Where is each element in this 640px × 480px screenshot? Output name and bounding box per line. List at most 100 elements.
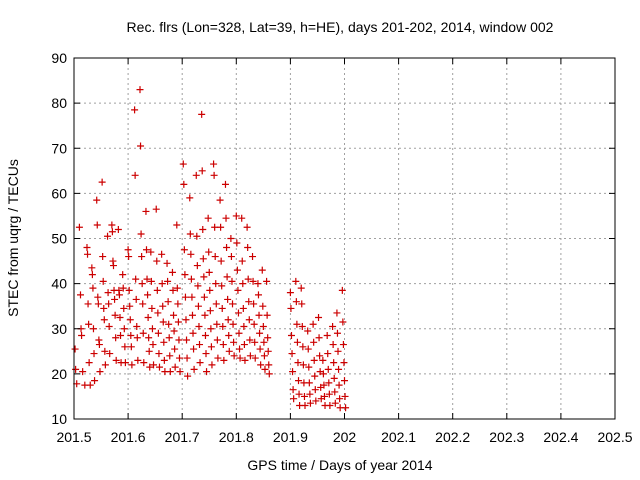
data-point	[183, 354, 191, 362]
x-tick-label: 202.3	[489, 429, 524, 445]
data-point	[171, 345, 179, 353]
data-point	[240, 341, 248, 349]
data-point	[142, 207, 150, 215]
data-point	[112, 334, 120, 342]
data-point	[244, 275, 252, 283]
data-point	[190, 345, 198, 353]
data-point	[212, 300, 220, 308]
data-point	[222, 214, 230, 222]
data-point	[199, 225, 207, 233]
y-tick-label: 20	[51, 366, 67, 382]
data-point	[233, 266, 241, 274]
data-point	[234, 309, 242, 317]
data-point	[190, 365, 198, 373]
data-point	[104, 232, 112, 240]
data-point	[173, 284, 181, 292]
data-point	[218, 304, 226, 312]
data-point	[259, 302, 267, 310]
data-point	[236, 354, 244, 362]
data-point	[294, 359, 302, 367]
data-point	[83, 244, 91, 252]
data-point	[104, 289, 112, 297]
data-point	[171, 363, 179, 371]
data-point	[170, 311, 178, 319]
data-point	[301, 401, 309, 409]
chart-title: Rec. flrs (Lon=328, Lat=39, h=HE), days …	[127, 19, 554, 35]
data-point	[147, 277, 155, 285]
data-point	[187, 250, 195, 258]
data-point	[159, 318, 167, 326]
data-point	[217, 223, 225, 231]
x-tick-label: 202.2	[435, 429, 470, 445]
data-point	[342, 404, 350, 412]
data-point	[106, 350, 114, 358]
data-point	[119, 284, 127, 292]
data-point	[147, 248, 155, 256]
y-tick-label: 30	[51, 321, 67, 337]
data-point	[224, 295, 232, 303]
data-point	[293, 338, 301, 346]
data-point	[219, 341, 227, 349]
data-point	[85, 359, 93, 367]
data-point	[213, 336, 221, 344]
data-point	[241, 356, 249, 364]
data-point	[188, 311, 196, 319]
data-point	[148, 304, 156, 312]
data-point	[154, 329, 162, 337]
x-tick-label: 201.8	[219, 429, 254, 445]
data-point	[261, 365, 269, 373]
data-point	[299, 343, 307, 351]
data-point	[265, 370, 273, 378]
data-point	[173, 221, 181, 229]
data-point	[245, 316, 253, 324]
data-point	[89, 284, 97, 292]
data-point	[150, 361, 158, 369]
points	[71, 86, 350, 412]
data-point	[79, 368, 87, 376]
data-point	[193, 262, 201, 270]
y-tick-labels: 10 20 30 40 50 60 70 80 90	[51, 50, 67, 427]
data-point	[208, 361, 216, 369]
x-tick-label: 202.1	[381, 429, 416, 445]
data-point	[260, 352, 268, 360]
data-point	[239, 280, 247, 288]
data-point	[75, 223, 83, 231]
data-point	[287, 332, 295, 340]
data-point	[128, 361, 136, 369]
data-point	[154, 309, 162, 317]
data-point	[194, 282, 202, 290]
data-point	[330, 374, 338, 382]
data-point	[95, 341, 103, 349]
data-point	[140, 359, 148, 367]
x-tick-label: 202	[333, 429, 357, 445]
data-point	[251, 338, 259, 346]
data-point	[112, 356, 120, 364]
data-point	[202, 350, 210, 358]
data-point	[256, 345, 264, 353]
data-point	[169, 286, 177, 294]
x-tick-label: 202.5	[597, 429, 632, 445]
data-point	[187, 275, 195, 283]
data-point	[166, 368, 174, 376]
data-point	[132, 275, 140, 283]
data-point	[250, 320, 258, 328]
data-point	[221, 180, 229, 188]
data-point	[84, 250, 92, 258]
data-point	[214, 354, 222, 362]
data-point	[211, 253, 219, 261]
data-point	[292, 277, 300, 285]
data-point	[211, 223, 219, 231]
data-point	[139, 300, 147, 308]
data-point	[320, 381, 328, 389]
data-point	[216, 196, 224, 204]
data-point	[323, 332, 331, 340]
data-point	[194, 302, 202, 310]
data-point	[325, 379, 333, 387]
data-point	[88, 264, 96, 272]
data-point	[142, 246, 150, 254]
data-point	[223, 244, 231, 252]
data-point	[192, 171, 200, 179]
data-point	[176, 368, 184, 376]
data-point	[72, 365, 80, 373]
